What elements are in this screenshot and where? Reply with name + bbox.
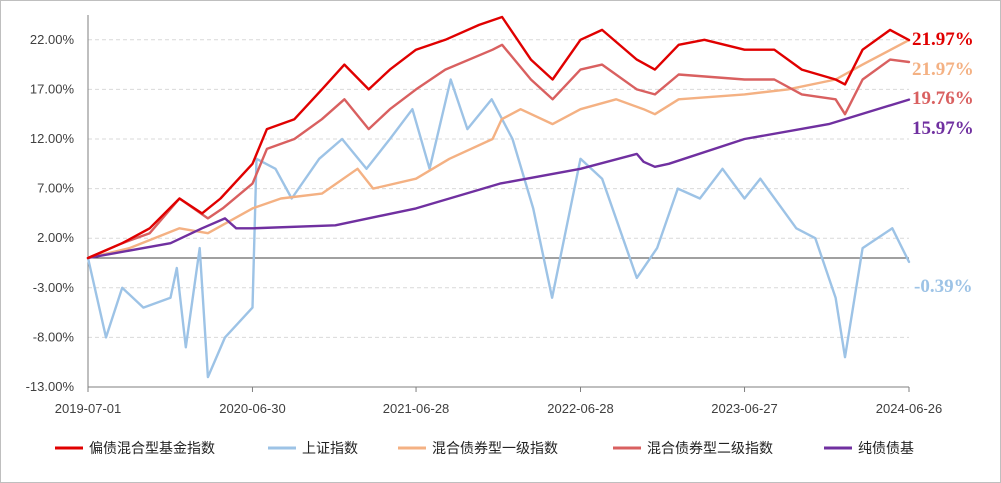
legend-label-0: 偏债混合型基金指数: [89, 440, 215, 457]
series-line-4: [86, 98, 911, 260]
x-axis: 2019-07-01 2020-06-30 2021-06-28 2022-06-28…: [55, 386, 943, 416]
legend-label-2: 混合债券型一级指数: [432, 441, 558, 457]
y-tick-label: 22.00%: [30, 32, 75, 47]
series-line-2: [86, 38, 911, 260]
y-tick-label: 2.00%: [37, 230, 74, 245]
series-line-1: [86, 78, 911, 379]
x-tick-label: 2021-06-28: [383, 401, 450, 416]
y-axis: 22.00% 17.00% 12.00% 7.00% 2.00% -3.00% -8.00%…: [26, 15, 89, 394]
y-tick-label: 7.00%: [37, 181, 74, 196]
x-tick-label: 2024-06-26: [876, 401, 943, 416]
y-tick-label: -3.00%: [33, 280, 75, 295]
legend-label-3: 混合债券型二级指数: [647, 441, 773, 457]
series-line-3: [86, 43, 911, 260]
series-lines: [86, 15, 911, 379]
y-tick-label: -8.00%: [33, 329, 75, 344]
legend-label-1: 上证指数: [302, 441, 358, 457]
x-tick-label: 2023-06-27: [711, 401, 778, 416]
end-label-3: 19.76%: [912, 88, 974, 109]
end-labels: 21.97% -0.39% 21.97% 19.76% 15.97%: [912, 29, 974, 297]
end-label-2: 21.97%: [912, 59, 974, 80]
end-label-0: 21.97%: [912, 29, 974, 50]
y-tick-label: 12.00%: [30, 131, 75, 146]
end-label-4: 15.97%: [912, 118, 974, 139]
series-line-0: [86, 15, 911, 260]
x-tick-label: 2019-07-01: [55, 401, 122, 416]
y-tick-label: -13.00%: [26, 379, 75, 394]
end-label-1: -0.39%: [914, 276, 973, 297]
legend: 偏债混合型基金指数 上证指数 混合债券型一级指数 混合债券型二级指数 纯债债基: [55, 440, 914, 457]
y-tick-label: 17.00%: [30, 81, 75, 96]
legend-label-4: 纯债债基: [858, 440, 914, 457]
x-tick-label: 2020-06-30: [219, 401, 286, 416]
x-tick-label: 2022-06-28: [547, 401, 614, 416]
